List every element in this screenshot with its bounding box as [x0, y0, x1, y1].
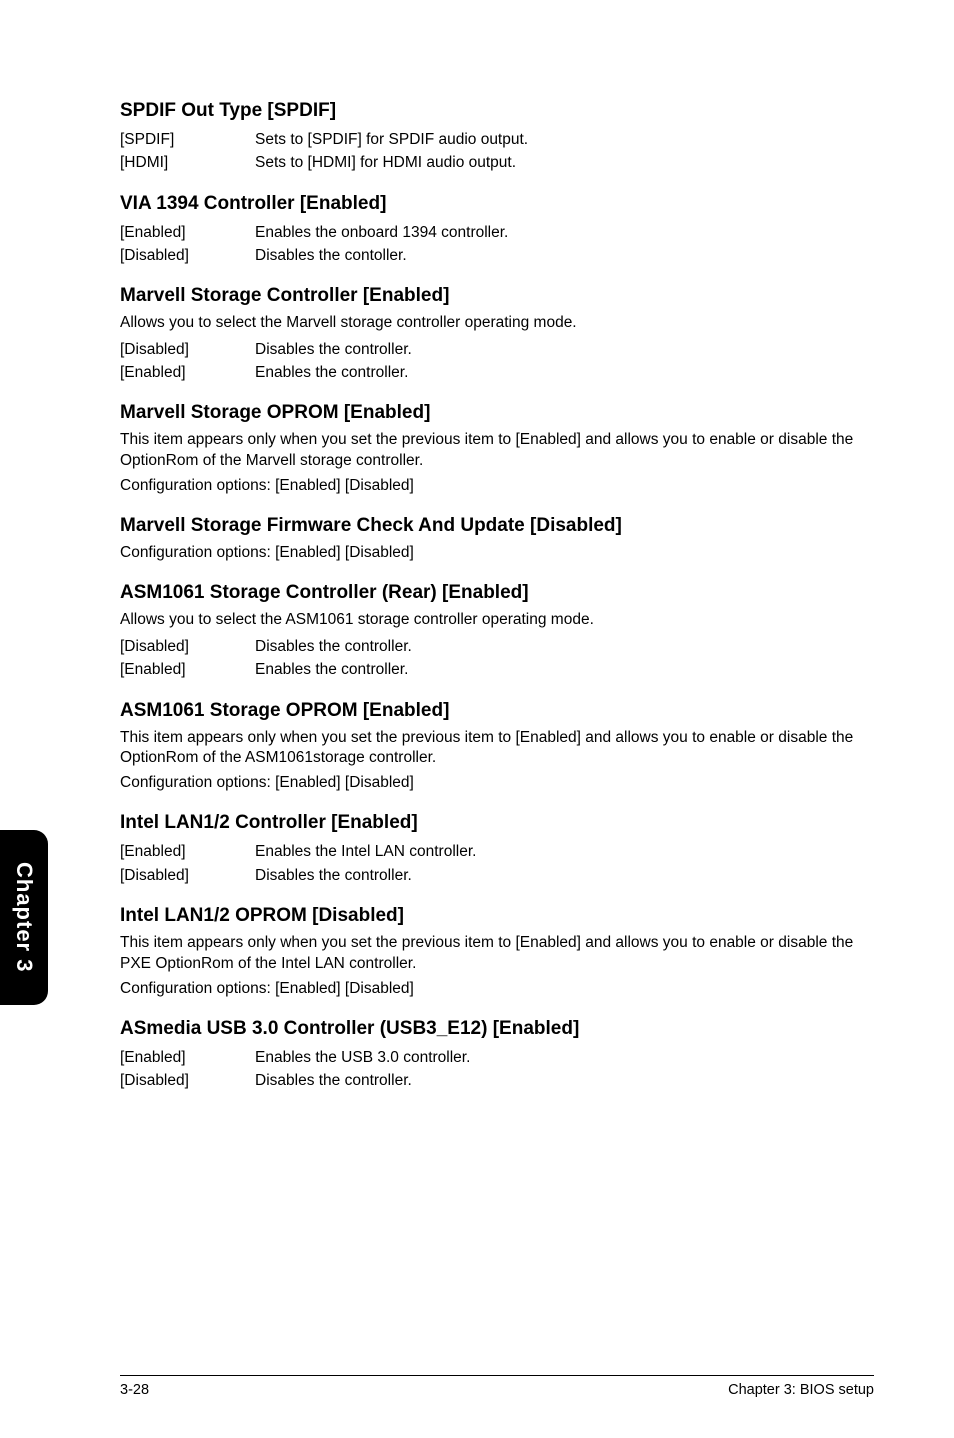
footer-page-number: 3-28: [120, 1382, 149, 1398]
option-key: [Enabled]: [120, 658, 255, 681]
option-row: [Disabled]Disables the controller.: [120, 338, 874, 361]
option-row: [SPDIF]Sets to [SPDIF] for SPDIF audio o…: [120, 128, 874, 151]
section-heading: Marvell Storage Firmware Check And Updat…: [120, 515, 874, 537]
option-value: Disables the controller.: [255, 1069, 874, 1092]
section-heading: Intel LAN1/2 OPROM [Disabled]: [120, 905, 874, 927]
section-body: This item appears only when you set the …: [120, 933, 874, 975]
option-row: [Enabled]Enables the USB 3.0 controller.: [120, 1046, 874, 1069]
option-key: [Disabled]: [120, 1069, 255, 1092]
section-body: This item appears only when you set the …: [120, 430, 874, 472]
option-row: [Enabled]Enables the Intel LAN controlle…: [120, 840, 874, 863]
section-body: Allows you to select the ASM1061 storage…: [120, 610, 874, 631]
option-key: [Disabled]: [120, 338, 255, 361]
chapter-tab: Chapter 3: [0, 830, 48, 1005]
page-footer: 3-28 Chapter 3: BIOS setup: [120, 1375, 874, 1398]
option-key: [Enabled]: [120, 221, 255, 244]
option-value: Enables the controller.: [255, 658, 874, 681]
chapter-tab-label: Chapter 3: [11, 862, 37, 972]
section-body: Configuration options: [Enabled] [Disabl…: [120, 476, 874, 497]
option-key: [SPDIF]: [120, 128, 255, 151]
option-value: Sets to [HDMI] for HDMI audio output.: [255, 151, 874, 174]
section-heading: SPDIF Out Type [SPDIF]: [120, 100, 874, 122]
section-heading: ASM1061 Storage Controller (Rear) [Enabl…: [120, 582, 874, 604]
section-heading: ASM1061 Storage OPROM [Enabled]: [120, 700, 874, 722]
option-value: Disables the contoller.: [255, 244, 874, 267]
section-body: Configuration options: [Enabled] [Disabl…: [120, 543, 874, 564]
option-row: [Disabled]Disables the controller.: [120, 864, 874, 887]
option-value: Sets to [SPDIF] for SPDIF audio output.: [255, 128, 874, 151]
option-key: [Enabled]: [120, 361, 255, 384]
option-key: [Enabled]: [120, 840, 255, 863]
option-value: Enables the controller.: [255, 361, 874, 384]
option-key: [Enabled]: [120, 1046, 255, 1069]
section-body: This item appears only when you set the …: [120, 728, 874, 770]
option-row: [Enabled]Enables the controller.: [120, 658, 874, 681]
option-key: [Disabled]: [120, 244, 255, 267]
option-row: [Disabled]Disables the contoller.: [120, 244, 874, 267]
option-row: [Enabled]Enables the controller.: [120, 361, 874, 384]
section-heading: ASmedia USB 3.0 Controller (USB3_E12) [E…: [120, 1018, 874, 1040]
option-row: [Disabled]Disables the controller.: [120, 635, 874, 658]
option-row: [Disabled]Disables the controller.: [120, 1069, 874, 1092]
option-value: Disables the controller.: [255, 635, 874, 658]
section-heading: VIA 1394 Controller [Enabled]: [120, 193, 874, 215]
section-body: Configuration options: [Enabled] [Disabl…: [120, 773, 874, 794]
page-content: SPDIF Out Type [SPDIF] [SPDIF]Sets to [SP…: [0, 0, 954, 1132]
option-value: Disables the controller.: [255, 864, 874, 887]
footer-chapter-title: Chapter 3: BIOS setup: [728, 1382, 874, 1398]
option-value: Enables the Intel LAN controller.: [255, 840, 874, 863]
option-value: Enables the USB 3.0 controller.: [255, 1046, 874, 1069]
section-body: Configuration options: [Enabled] [Disabl…: [120, 979, 874, 1000]
option-value: Enables the onboard 1394 controller.: [255, 221, 874, 244]
option-row: [Enabled]Enables the onboard 1394 contro…: [120, 221, 874, 244]
option-key: [Disabled]: [120, 864, 255, 887]
section-heading: Marvell Storage Controller [Enabled]: [120, 285, 874, 307]
option-key: [HDMI]: [120, 151, 255, 174]
section-heading: Intel LAN1/2 Controller [Enabled]: [120, 812, 874, 834]
section-heading: Marvell Storage OPROM [Enabled]: [120, 402, 874, 424]
option-row: [HDMI]Sets to [HDMI] for HDMI audio outp…: [120, 151, 874, 174]
section-body: Allows you to select the Marvell storage…: [120, 313, 874, 334]
option-value: Disables the controller.: [255, 338, 874, 361]
option-key: [Disabled]: [120, 635, 255, 658]
